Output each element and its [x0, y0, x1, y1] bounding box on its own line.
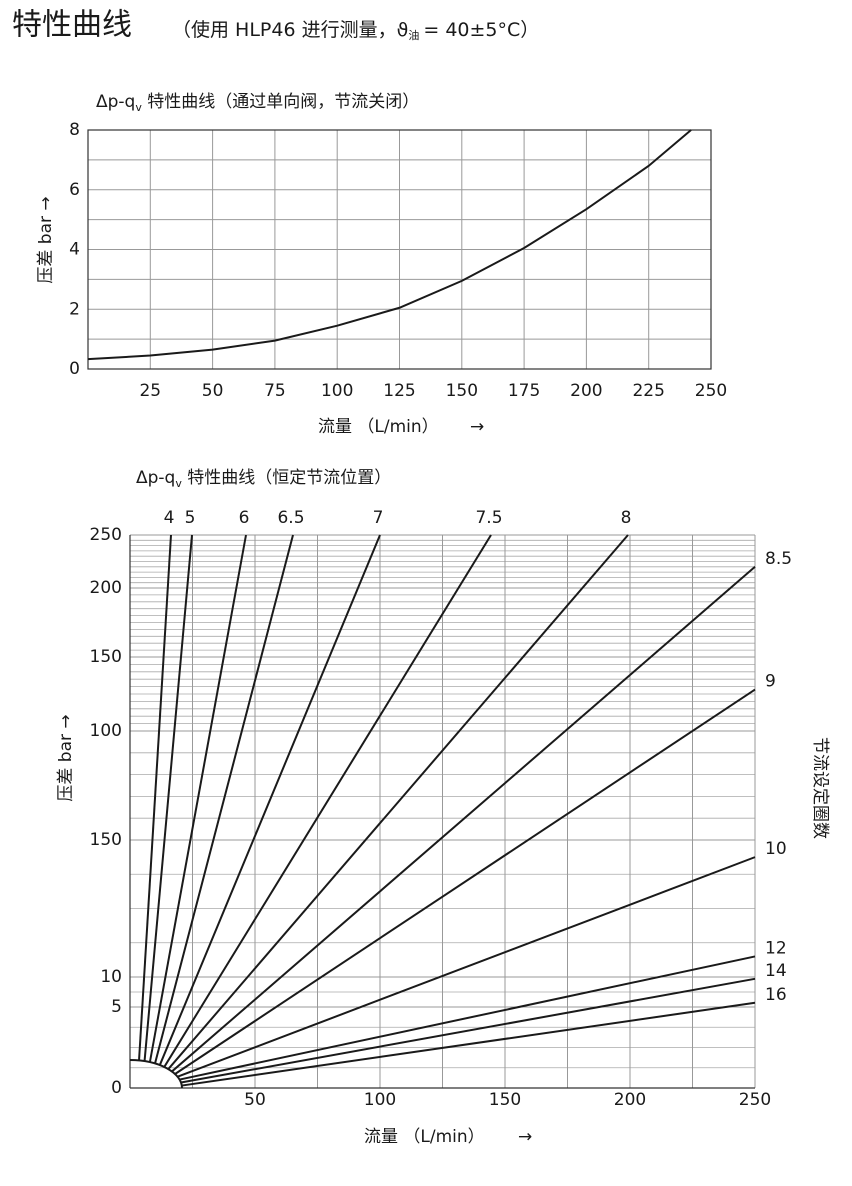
title-part: Δp-q — [136, 468, 175, 488]
line-label: 7.5 — [475, 508, 502, 528]
throttle-line — [163, 534, 492, 1068]
x-tick-label: 150 — [446, 381, 478, 401]
chart-title: Δp-qv 特性曲线（恒定节流位置） — [136, 468, 391, 490]
plot-frame — [87, 129, 712, 370]
line-label: 7 — [373, 508, 384, 528]
x-tick-label: 100 — [364, 1090, 396, 1110]
y-axis-label: 压差 bar → — [36, 196, 56, 283]
line-label: 6.5 — [277, 508, 304, 528]
throttle-line — [143, 534, 193, 1062]
line-label: 12 — [765, 938, 787, 958]
throttle-line — [138, 534, 172, 1061]
x-tick-label: 100 — [321, 381, 353, 401]
chart-title: Δp-qv 特性曲线（通过单向阀，节流关闭） — [96, 92, 419, 114]
line-label: 5 — [185, 508, 196, 528]
x-tick-label: 200 — [614, 1090, 646, 1110]
throttle-line — [148, 534, 247, 1063]
throttle-line — [181, 1001, 756, 1087]
y2-axis-label: 节流设定圈数 — [810, 737, 830, 839]
x-tick-label: 50 — [244, 1090, 266, 1110]
throttle-line — [179, 955, 756, 1081]
y-tick-label: 200 — [90, 578, 122, 598]
x-tick-label: 50 — [202, 381, 224, 401]
y-tick-label: 150 — [90, 647, 122, 667]
x-tick-label: 75 — [264, 381, 286, 401]
x-tick-label: 175 — [508, 381, 540, 401]
line-label: 9 — [765, 672, 776, 692]
x-tick-label: 200 — [570, 381, 602, 401]
y-tick-label: 250 — [90, 525, 122, 545]
line-label: 8.5 — [765, 549, 792, 569]
y-tick-label: 0 — [111, 1078, 122, 1098]
x-tick-label: 25 — [139, 381, 161, 401]
title-sub: v — [135, 101, 142, 114]
throttle-line — [177, 856, 756, 1078]
x-axis-label: 流量 （L/min） — [318, 417, 439, 437]
x-tick-label: 250 — [739, 1090, 771, 1110]
line-label: 4 — [164, 508, 175, 528]
title-part: 特性曲线（通过单向阀，节流关闭） — [142, 92, 419, 112]
title-part: Δp-q — [96, 92, 135, 112]
throttle-line — [171, 566, 756, 1073]
title-sub: v — [175, 477, 182, 490]
throttle-line — [158, 534, 381, 1066]
y-tick-label: 8 — [69, 120, 80, 140]
line-label: 6 — [239, 508, 250, 528]
y-axis-label: 压差 bar → — [56, 714, 76, 801]
subtitle-part: （使用 HLP46 进行测量，ϑ — [172, 19, 408, 41]
line-label: 16 — [765, 985, 787, 1005]
line-label: 14 — [765, 961, 787, 981]
subtitle-part: = 40±5°C） — [423, 19, 539, 41]
y-tick-label: 100 — [90, 721, 122, 741]
y-tick-label: 0 — [69, 359, 80, 379]
y-tick-label: 4 — [69, 240, 80, 260]
origin-arc — [129, 1059, 183, 1089]
throttle-line — [167, 534, 629, 1070]
x-axis-arrow: → — [518, 1127, 532, 1147]
x-tick-label: 250 — [695, 381, 727, 401]
line-label: 8 — [621, 508, 632, 528]
page-title: 特性曲线 — [12, 8, 132, 43]
y-tick-label: 10 — [100, 967, 122, 987]
throttle-line — [180, 977, 756, 1084]
line-label: 10 — [765, 839, 787, 859]
x-axis-label: 流量 （L/min） — [364, 1127, 485, 1147]
x-tick-label: 225 — [632, 381, 664, 401]
y-tick-label: 6 — [69, 180, 80, 200]
title-part: 特性曲线（恒定节流位置） — [182, 468, 391, 488]
x-tick-label: 125 — [383, 381, 415, 401]
x-tick-label: 150 — [489, 1090, 521, 1110]
throttle-line — [154, 534, 294, 1064]
subtitle-sub: 油 — [408, 28, 419, 42]
y-tick-label: 150 — [90, 830, 122, 850]
curve — [87, 129, 692, 361]
y-tick-label: 2 — [69, 299, 80, 319]
x-axis-arrow: → — [470, 417, 484, 437]
subtitle: （使用 HLP46 进行测量，ϑ油 = 40±5°C） — [172, 19, 539, 43]
throttle-line — [174, 688, 756, 1075]
y-tick-label: 5 — [111, 997, 122, 1017]
